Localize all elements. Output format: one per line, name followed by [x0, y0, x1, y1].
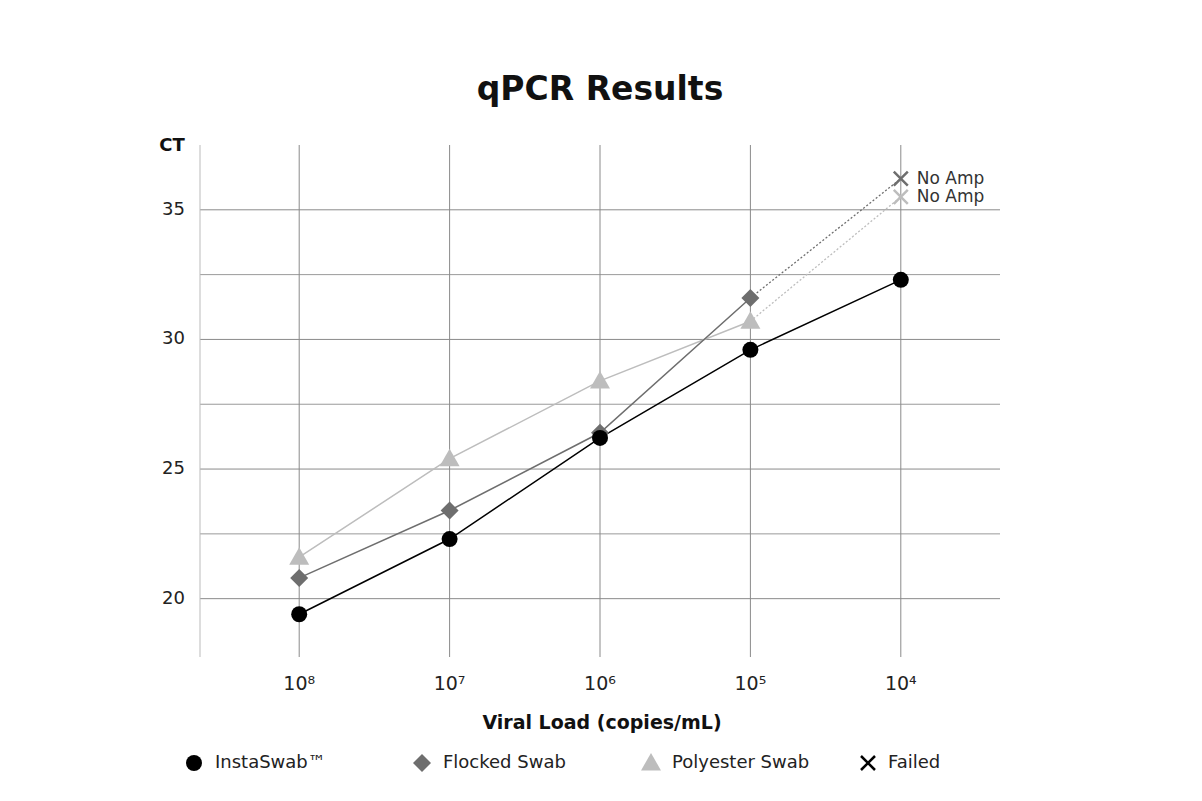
failed-label: No Amp: [917, 168, 985, 188]
legend-label: Failed: [888, 751, 940, 772]
data-point: [440, 449, 460, 467]
x-grid-line: [600, 145, 601, 657]
failed-label: No Amp: [917, 186, 985, 206]
data-point: [291, 606, 307, 622]
data-point: [442, 531, 458, 547]
legend-label: Polyester Swab: [672, 751, 809, 772]
x-tick-label: 10⁶: [584, 672, 616, 694]
data-point: [290, 569, 308, 587]
legend: InstaSwab™ Flocked Swab Polyester Swab Fail…: [186, 751, 940, 772]
data-point: [742, 342, 758, 358]
x-tick-label: 10⁵: [735, 672, 767, 694]
y-tick-label: 20: [162, 587, 185, 608]
data-point: [289, 547, 309, 565]
legend-label: InstaSwab™: [215, 751, 326, 772]
data-point: [893, 272, 909, 288]
x-tick-label: 10⁸: [283, 672, 315, 694]
x-axis-label: Viral Load (copies/mL): [482, 711, 721, 733]
y-tick-label: 25: [162, 457, 185, 478]
legend-marker: [861, 756, 875, 770]
series-line: [299, 298, 750, 578]
y-tick-label: 30: [162, 327, 185, 348]
failed-point: [894, 172, 908, 186]
data-point: [590, 371, 610, 389]
legend-label: Flocked Swab: [443, 751, 566, 772]
data-point: [740, 311, 760, 329]
y-tick-label: 35: [162, 198, 185, 219]
title: qPCR Results: [477, 69, 724, 108]
data-point: [592, 430, 608, 446]
x-grid-line: [750, 145, 751, 657]
chart: qPCR Results CT Viral Load (copies/mL) 20 25…: [0, 0, 1202, 801]
data-point: [441, 502, 459, 520]
x-tick-label: 10⁷: [434, 672, 466, 694]
annotations: No AmpNo Amp: [917, 168, 985, 206]
grid: [200, 145, 1000, 657]
y-axis-label: CT: [159, 134, 185, 155]
legend-marker: [641, 753, 661, 771]
x-grid-line: [900, 145, 901, 657]
x-grid-line: [449, 145, 450, 657]
legend-marker: [413, 754, 431, 772]
series-line: [299, 280, 901, 614]
x-tick-label: 10⁴: [885, 672, 917, 694]
failed-connector: [750, 197, 900, 321]
y-axis-line: [200, 145, 201, 657]
series-line: [299, 321, 750, 557]
failed-connector: [750, 179, 900, 298]
legend-marker: [186, 755, 202, 771]
data-point: [741, 289, 759, 307]
plot-area: [289, 172, 909, 623]
failed-point: [894, 190, 908, 204]
